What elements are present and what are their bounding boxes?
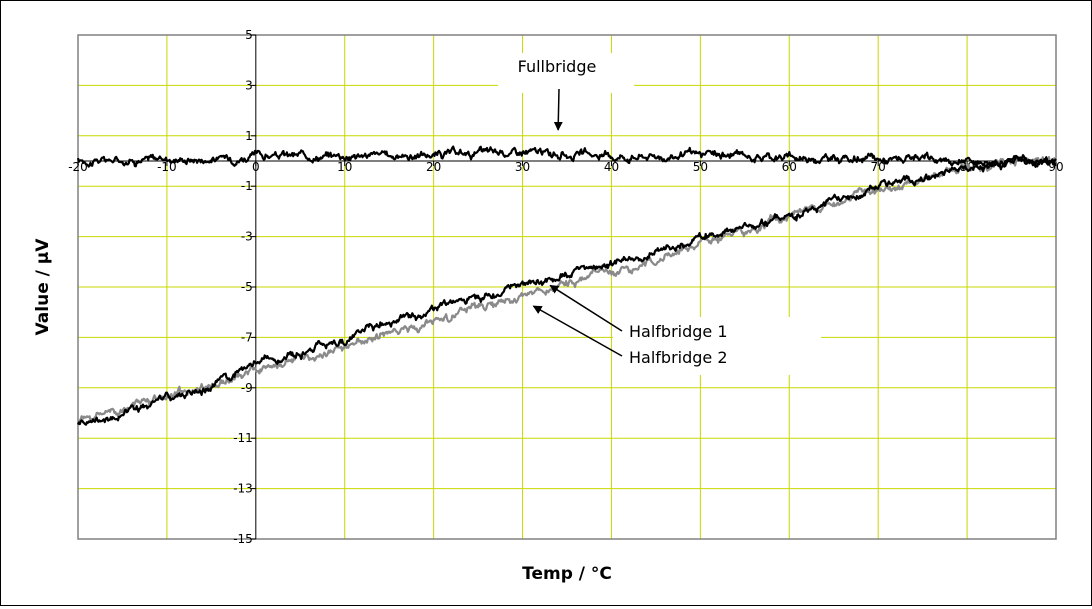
plot-area-border [77, 34, 1057, 540]
annotations: Fullbridge Halfbridge 1 Halfbridge 2 [498, 53, 821, 375]
y-axis-title: Value / µV [33, 238, 53, 336]
x-tick-label: 30 [515, 160, 530, 174]
y-tick-label: -15 [233, 532, 253, 546]
fullbridge-label-box [498, 53, 634, 93]
annotation-fullbridge: Fullbridge [518, 57, 597, 76]
arrow-halfbridge-1 [549, 284, 623, 332]
axis-layer [77, 34, 1057, 540]
y-tick-label: -13 [233, 482, 253, 496]
x-tick-label: 60 [782, 160, 797, 174]
x-tick-label: 40 [604, 160, 619, 174]
y-tick-label: 1 [245, 129, 253, 143]
arrow-fullbridge [553, 88, 563, 131]
y-tick-label: -1 [241, 179, 253, 193]
series-line-fullbridge [76, 145, 1057, 171]
grid-layer [78, 35, 1056, 539]
y-tick-label: -9 [241, 381, 253, 395]
y-tick-label: -5 [241, 280, 253, 294]
series-line-halfbridge-2 [77, 156, 1057, 423]
x-tick-label: 0 [252, 160, 260, 174]
x-tick-label: 20 [426, 160, 441, 174]
y-tick-label: -11 [233, 431, 253, 445]
y-tick-label: -3 [241, 230, 253, 244]
annotation-halfbridge-1: Halfbridge 1 [629, 322, 728, 341]
y-tick-label: 5 [245, 28, 253, 42]
x-axis-title: Temp / °C [522, 564, 612, 584]
x-tick-label: 10 [337, 160, 352, 174]
annotation-halfbridge-2: Halfbridge 2 [629, 348, 728, 367]
series-line-halfbridge-1 [76, 154, 1057, 426]
x-tick-label: 50 [693, 160, 708, 174]
y-tick-label: 3 [245, 78, 253, 92]
y-tick-label: -7 [241, 330, 253, 344]
arrow-halfbridge-2 [532, 305, 623, 357]
halfbridge-label-box [613, 317, 821, 375]
series-layer [76, 145, 1057, 426]
